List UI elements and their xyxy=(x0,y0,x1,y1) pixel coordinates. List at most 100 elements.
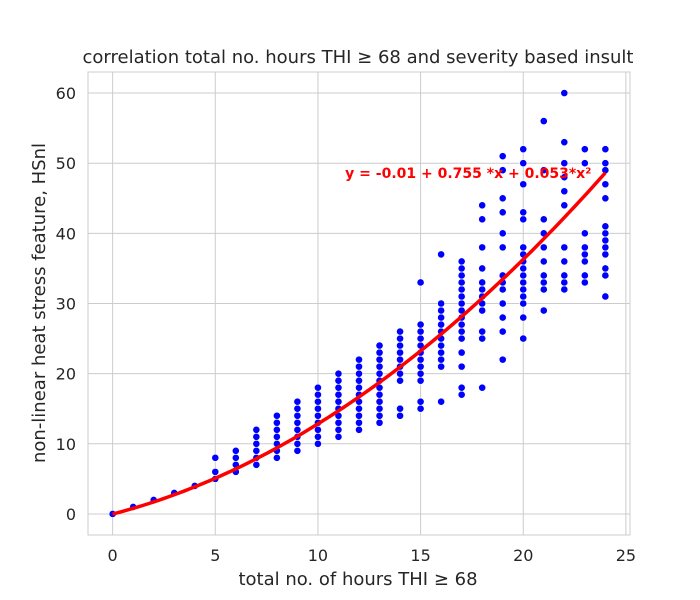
data-point xyxy=(416,404,425,413)
data-point xyxy=(498,243,507,252)
data-point xyxy=(519,159,528,168)
x-tick-label: 5 xyxy=(210,546,220,565)
data-point xyxy=(355,362,363,371)
data-point xyxy=(355,404,363,413)
data-point xyxy=(437,355,446,364)
data-point xyxy=(375,348,384,357)
data-point xyxy=(375,397,384,406)
data-point xyxy=(519,208,528,217)
data-point xyxy=(498,299,507,308)
data-point xyxy=(355,425,363,434)
fit-curve xyxy=(112,171,607,516)
data-point xyxy=(334,376,343,385)
data-point xyxy=(560,173,569,182)
data-point xyxy=(314,432,322,441)
data-point xyxy=(601,180,610,189)
y-tick-label: 0 xyxy=(66,505,76,524)
data-point xyxy=(396,369,404,378)
fit-equation-label: y = -0.01 + 0.755 *x + 0.053*x² xyxy=(345,166,591,182)
data-point xyxy=(539,271,548,280)
data-point xyxy=(211,453,220,462)
data-point xyxy=(437,250,446,259)
data-point xyxy=(211,467,220,476)
data-point xyxy=(252,439,261,448)
data-point xyxy=(519,313,528,322)
data-point xyxy=(519,299,528,308)
data-point xyxy=(601,145,610,154)
data-point xyxy=(396,355,404,364)
data-point xyxy=(416,327,425,336)
data-point xyxy=(396,404,404,413)
data-point xyxy=(498,166,507,175)
y-tick-label: 60 xyxy=(56,84,76,103)
y-tick-label: 50 xyxy=(56,154,76,173)
data-point xyxy=(437,320,446,329)
data-point xyxy=(560,285,569,294)
data-point xyxy=(416,320,425,329)
data-point xyxy=(396,327,404,336)
data-point xyxy=(601,271,610,280)
data-point xyxy=(580,229,589,238)
data-point xyxy=(272,432,281,441)
data-point xyxy=(355,383,363,392)
data-point xyxy=(293,411,302,420)
data-point xyxy=(334,425,343,434)
data-point xyxy=(519,215,528,224)
data-point xyxy=(519,278,528,287)
y-tick-label: 30 xyxy=(56,295,76,314)
data-point xyxy=(272,418,281,427)
data-point xyxy=(580,271,589,280)
data-point xyxy=(355,376,363,385)
data-point xyxy=(314,411,322,420)
data-point xyxy=(519,180,528,189)
data-points xyxy=(108,89,610,518)
data-point xyxy=(478,285,487,294)
data-point xyxy=(375,362,384,371)
data-point xyxy=(334,397,343,406)
data-point xyxy=(457,257,466,266)
data-point xyxy=(293,397,302,406)
data-point xyxy=(457,264,466,273)
data-point xyxy=(457,271,466,280)
data-point xyxy=(478,383,487,392)
data-point xyxy=(560,201,569,210)
data-point xyxy=(437,348,446,357)
data-point xyxy=(272,411,281,420)
data-point xyxy=(375,404,384,413)
data-point xyxy=(519,292,528,301)
x-tick-label: 20 xyxy=(513,546,533,565)
data-point xyxy=(601,236,610,245)
data-point xyxy=(396,341,404,350)
data-point xyxy=(457,285,466,294)
data-point xyxy=(231,446,240,455)
data-point xyxy=(539,117,548,126)
data-point xyxy=(601,166,610,175)
data-point xyxy=(416,397,425,406)
y-tick-label: 40 xyxy=(56,224,76,243)
data-point xyxy=(539,278,548,287)
data-point xyxy=(334,369,343,378)
data-point xyxy=(334,383,343,392)
data-point xyxy=(478,201,487,210)
data-point xyxy=(580,278,589,287)
data-point xyxy=(519,264,528,273)
data-point xyxy=(580,159,589,168)
data-point xyxy=(580,145,589,154)
data-point xyxy=(560,278,569,287)
data-point xyxy=(314,397,322,406)
data-point xyxy=(416,355,425,364)
data-point xyxy=(252,460,261,469)
x-axis-title: total no. of hours THI ≥ 68 xyxy=(238,569,477,590)
data-point xyxy=(416,362,425,371)
data-point xyxy=(375,369,384,378)
data-point xyxy=(437,299,446,308)
data-point xyxy=(560,271,569,280)
data-point xyxy=(601,222,610,231)
data-point xyxy=(437,341,446,350)
data-point xyxy=(560,159,569,168)
data-point xyxy=(478,327,487,336)
data-point xyxy=(416,376,425,385)
data-point xyxy=(519,243,528,252)
data-point xyxy=(457,390,466,399)
